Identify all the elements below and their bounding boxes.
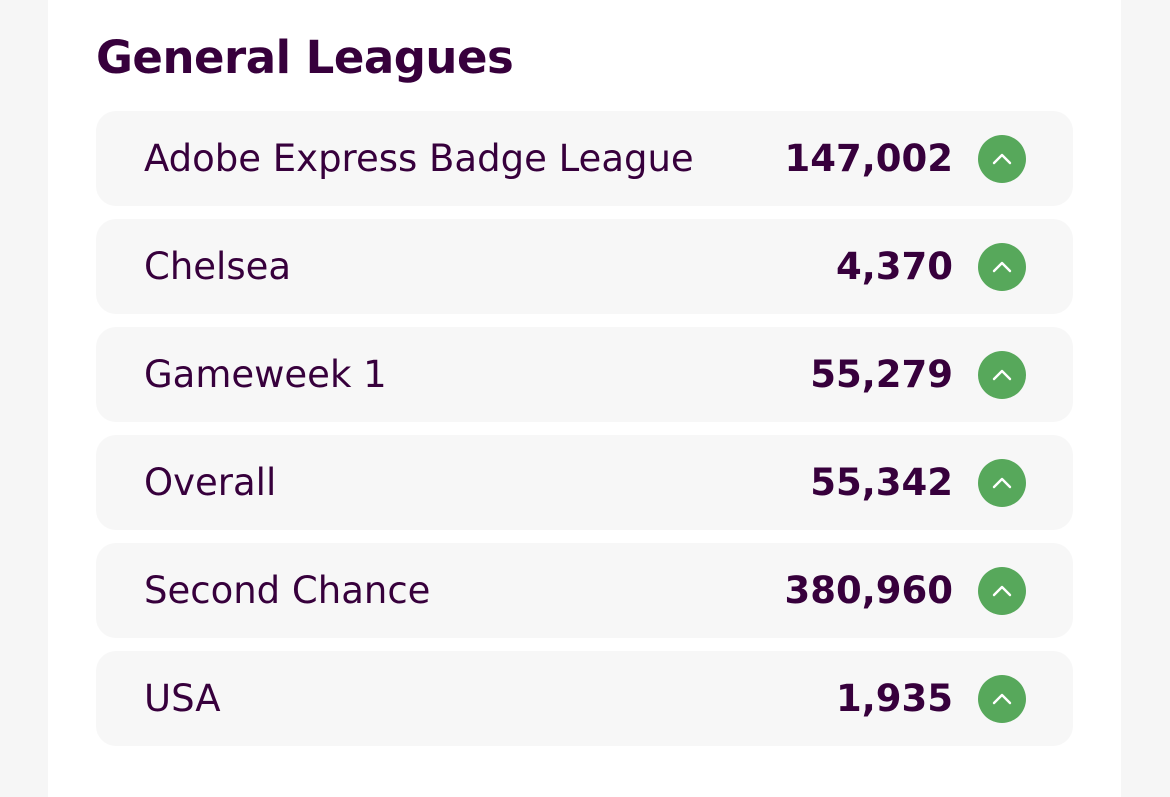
league-rank: 147,002: [784, 137, 953, 180]
chevron-up-icon: [978, 243, 1026, 291]
league-list: Adobe Express Badge League 147,002 Chels…: [96, 111, 1073, 759]
league-row[interactable]: Overall 55,342: [96, 435, 1073, 530]
general-leagues-panel: General Leagues Adobe Express Badge Leag…: [48, 0, 1121, 797]
league-name: USA: [144, 677, 221, 720]
league-row[interactable]: USA 1,935: [96, 651, 1073, 746]
league-rank: 380,960: [784, 569, 953, 612]
league-rank: 4,370: [835, 245, 953, 288]
league-row[interactable]: Second Chance 380,960: [96, 543, 1073, 638]
chevron-up-icon: [978, 459, 1026, 507]
league-name: Gameweek 1: [144, 353, 387, 396]
league-name: Second Chance: [144, 569, 431, 612]
league-rank: 1,935: [835, 677, 953, 720]
league-name: Overall: [144, 461, 277, 504]
league-rank: 55,279: [810, 353, 953, 396]
chevron-up-icon: [978, 351, 1026, 399]
league-row[interactable]: Chelsea 4,370: [96, 219, 1073, 314]
chevron-up-icon: [978, 567, 1026, 615]
league-rank: 55,342: [810, 461, 953, 504]
league-row[interactable]: Gameweek 1 55,279: [96, 327, 1073, 422]
chevron-up-icon: [978, 135, 1026, 183]
section-title: General Leagues: [96, 31, 514, 84]
league-name: Chelsea: [144, 245, 292, 288]
league-row[interactable]: Adobe Express Badge League 147,002: [96, 111, 1073, 206]
chevron-up-icon: [978, 675, 1026, 723]
league-name: Adobe Express Badge League: [144, 137, 694, 180]
